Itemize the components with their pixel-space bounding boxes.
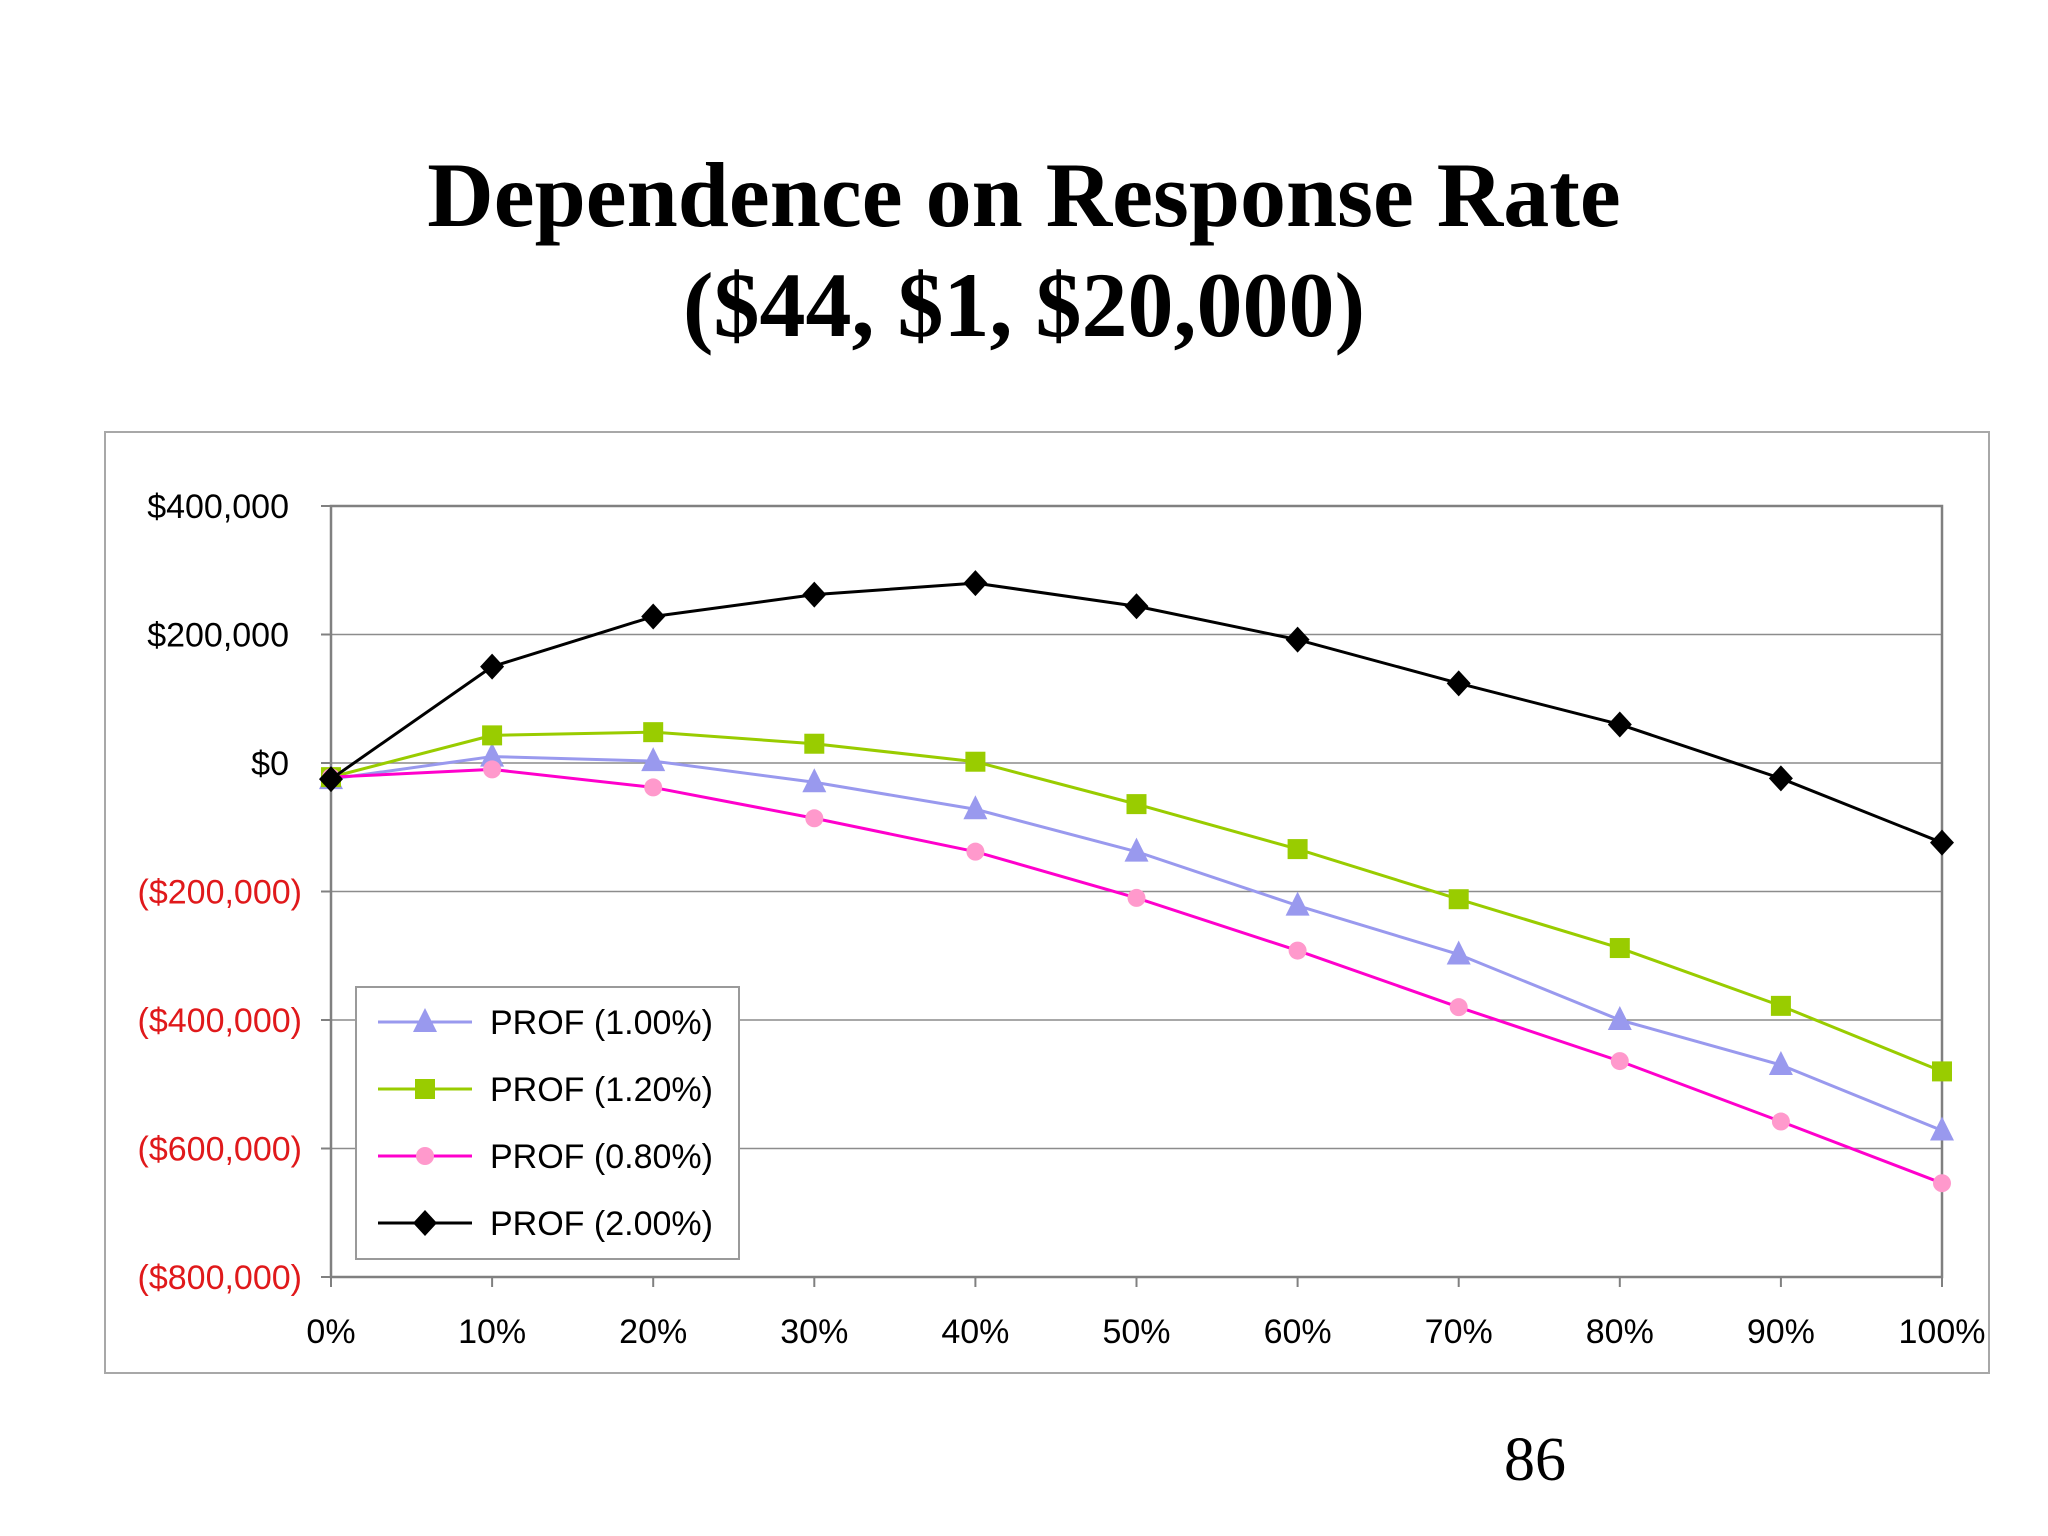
data-point <box>1768 1050 1793 1075</box>
data-point <box>1127 888 1146 907</box>
x-tick-labels: 0% 10% 20% 30% 40% 50% 60% 70% 80% 90% 100% <box>306 1313 1985 1351</box>
data-point <box>1607 711 1632 738</box>
x-tick-label: 40% <box>941 1313 1009 1351</box>
data-point <box>1449 998 1468 1017</box>
data-point <box>963 570 988 597</box>
data-point <box>643 722 664 743</box>
legend-label: PROF (0.80%) <box>490 1138 713 1176</box>
data-point <box>1446 670 1471 697</box>
data-point <box>1607 1006 1632 1030</box>
x-tick-label: 60% <box>1264 1313 1332 1351</box>
data-point <box>644 778 663 797</box>
x-tick-label: 50% <box>1102 1313 1170 1351</box>
legend-marker <box>413 1210 437 1236</box>
axes <box>321 504 1944 1287</box>
y-tick-label: $200,000 <box>147 617 289 655</box>
data-point <box>1609 938 1630 959</box>
slide-title-line-2: ($44, $1, $20,000) <box>682 254 1366 356</box>
y-tick-label: ($800,000) <box>138 1259 302 1297</box>
data-point <box>805 809 824 828</box>
page-number: 86 <box>1504 1426 1566 1494</box>
slide-title: Dependence on Response Rate ($44, $1, $2… <box>0 140 2048 360</box>
y-tick-label: ($600,000) <box>138 1131 302 1169</box>
x-tick-label: 90% <box>1747 1313 1815 1351</box>
data-point <box>480 742 505 767</box>
series-lines <box>319 570 1954 1193</box>
data-point <box>804 733 825 754</box>
data-point <box>319 766 343 793</box>
slide-title-line-1: Dependence on Response Rate <box>427 144 1621 246</box>
x-tick-label: 0% <box>306 1313 355 1351</box>
data-point <box>1287 839 1308 860</box>
x-tick-label: 30% <box>780 1313 848 1351</box>
legend-marker <box>415 1079 435 1099</box>
legend-marker <box>416 1147 434 1165</box>
data-point <box>1124 593 1149 620</box>
legend-box <box>355 986 740 1260</box>
legend-marker <box>413 1008 437 1032</box>
y-tick-label: $400,000 <box>147 488 289 526</box>
data-point <box>1930 829 1954 856</box>
data-point <box>1933 1174 1951 1193</box>
y-tick-labels: $400,000 $200,000 $0 ($200,000) ($400,000) ($… <box>138 488 302 1297</box>
data-point <box>802 768 827 793</box>
data-point <box>1932 1061 1952 1082</box>
data-point <box>1288 941 1307 960</box>
data-point <box>1126 794 1147 815</box>
y-tick-label: ($400,000) <box>138 1002 302 1040</box>
data-point <box>1448 889 1469 910</box>
data-point <box>482 725 503 746</box>
data-point <box>483 760 502 779</box>
series-group <box>319 742 1954 1141</box>
data-point <box>480 653 505 680</box>
series-group <box>319 570 1954 856</box>
x-tick-label: 100% <box>1899 1313 1986 1351</box>
data-point <box>641 603 666 630</box>
legend-label: PROF (1.20%) <box>490 1071 713 1109</box>
x-tick-label: 70% <box>1425 1313 1493 1351</box>
data-point <box>1610 1052 1629 1071</box>
data-point <box>965 751 986 772</box>
x-tick-label: 80% <box>1586 1313 1654 1351</box>
chart-frame: $400,000 $200,000 $0 ($200,000) ($400,000) ($… <box>104 431 1990 1374</box>
data-point <box>802 581 827 608</box>
legend-label: PROF (1.00%) <box>490 1004 713 1042</box>
data-point <box>1930 1116 1954 1141</box>
data-point <box>963 795 988 820</box>
x-tick-label: 20% <box>619 1313 687 1351</box>
y-tick-label: $0 <box>251 745 289 783</box>
data-point <box>966 842 985 861</box>
data-point <box>1124 837 1149 862</box>
y-tick-label: ($200,000) <box>138 874 302 912</box>
legend-label: PROF (2.00%) <box>490 1205 713 1243</box>
data-point <box>1771 1112 1790 1131</box>
data-point <box>1446 940 1471 965</box>
data-point <box>1770 995 1791 1016</box>
data-point <box>1768 765 1793 792</box>
data-point <box>1285 891 1310 916</box>
x-tick-label: 10% <box>458 1313 526 1351</box>
data-point <box>641 747 666 772</box>
data-point <box>1285 626 1310 653</box>
legend: PROF (1.00%) PROF (1.20%) PROF (0.80%) PROF… <box>355 986 740 1260</box>
line-chart: $400,000 $200,000 $0 ($200,000) ($400,000) ($… <box>138 488 1986 1351</box>
